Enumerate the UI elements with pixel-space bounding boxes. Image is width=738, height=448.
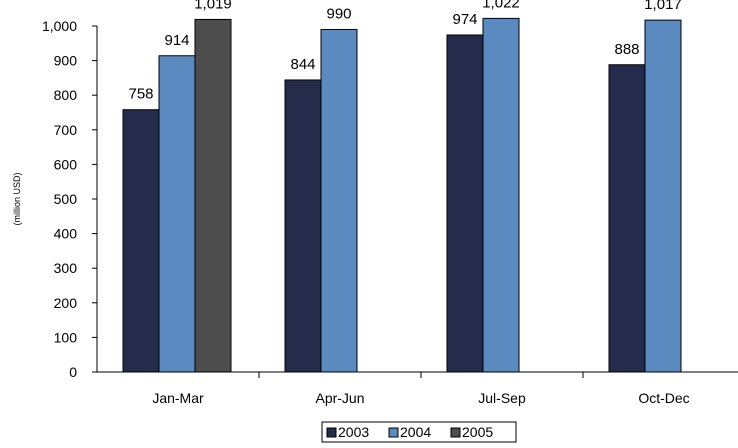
- bar-2004-jan-mar: [158, 55, 196, 373]
- y-tick-label: 0: [69, 364, 77, 380]
- data-label-2005-jan-mar: 1,019: [194, 0, 232, 12]
- data-label-2004-oct-dec: 1,017: [644, 0, 682, 13]
- bar-2004-oct-dec: [644, 19, 682, 373]
- y-tick-label: 400: [54, 226, 78, 242]
- y-tick-label: 100: [54, 329, 78, 345]
- y-tick-label: 600: [54, 156, 78, 172]
- bar-2004-apr-jun: [320, 28, 358, 373]
- y-tick-label: 1,000: [42, 18, 77, 34]
- data-label-2003-oct-dec: 888: [614, 41, 639, 58]
- data-label-2004-jul-sep: 1,022: [482, 0, 520, 11]
- legend-label-2003: 2003: [338, 424, 369, 440]
- data-label-2003-jul-sep: 974: [452, 11, 477, 28]
- y-tick-label: 200: [54, 295, 78, 311]
- y-tick-label: 700: [54, 122, 78, 138]
- x-tick-label: Apr-Jun: [315, 390, 364, 406]
- y-tick-label: 300: [54, 260, 78, 276]
- x-tick-label: Oct-Dec: [638, 390, 689, 406]
- data-label-2003-apr-jun: 844: [290, 56, 315, 73]
- x-tick-label: Jan-Mar: [152, 390, 204, 406]
- legend-swatch-2003: [326, 427, 337, 438]
- y-axis-title: (million USD): [12, 172, 22, 225]
- data-label-2004-apr-jun: 990: [326, 5, 351, 22]
- bar-2003-jul-sep: [446, 34, 484, 373]
- legend-label-2005: 2005: [462, 424, 493, 440]
- x-tick-label: Jul-Sep: [478, 390, 526, 406]
- bar-2005-jan-mar: [194, 18, 232, 373]
- legend-label-2004: 2004: [400, 424, 431, 440]
- bar-2003-jan-mar: [122, 109, 160, 373]
- axes: 0 100 200 300 400 500 600 700 800 900 1,000 Jan-Mar…: [12, 18, 738, 406]
- bar-2004-jul-sep: [482, 17, 520, 373]
- y-tick-label: 900: [54, 53, 78, 69]
- y-tick-label: 500: [54, 191, 78, 207]
- legend-swatch-2005: [450, 427, 461, 438]
- data-label-2004-jan-mar: 914: [164, 32, 189, 49]
- legend: 2003 2004 2005: [321, 421, 517, 443]
- y-tick-label: 800: [54, 87, 78, 103]
- data-label-2003-jan-mar: 758: [128, 86, 153, 103]
- bar-2003-oct-dec: [608, 64, 646, 373]
- bar-2003-apr-jun: [284, 79, 322, 373]
- legend-swatch-2004: [388, 427, 399, 438]
- legend-box: [321, 421, 517, 443]
- plot-area: 758 914 1,019 844 990 974 1,022 888 1,017: [122, 0, 682, 373]
